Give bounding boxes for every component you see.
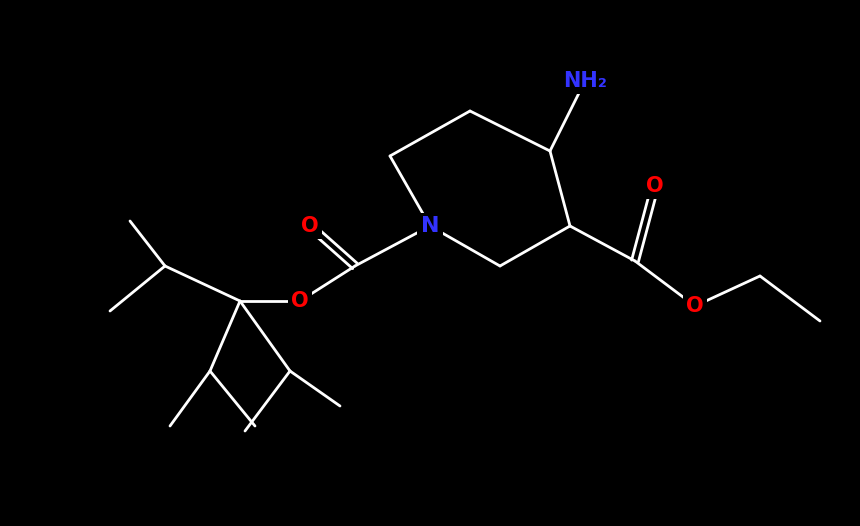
Text: N: N xyxy=(421,216,439,236)
Text: O: O xyxy=(646,176,664,196)
Text: O: O xyxy=(292,291,309,311)
Text: NH₂: NH₂ xyxy=(563,71,607,91)
Text: O: O xyxy=(301,216,319,236)
Text: O: O xyxy=(686,296,703,316)
